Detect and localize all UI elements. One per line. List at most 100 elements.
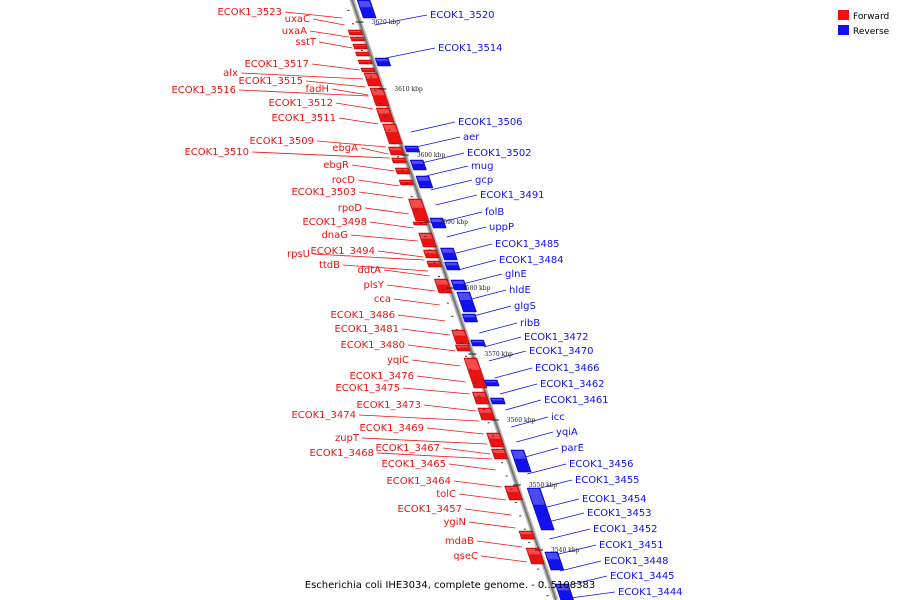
minor-tick bbox=[424, 236, 427, 238]
forward-label-line bbox=[448, 463, 496, 471]
reverse-gene bbox=[450, 279, 468, 291]
reverse-gene bbox=[456, 291, 477, 313]
minor-tick bbox=[496, 448, 499, 450]
gene-highlight bbox=[376, 59, 389, 62]
minor-tick bbox=[478, 395, 481, 397]
forward-gene bbox=[398, 179, 415, 186]
gene-highlight bbox=[371, 89, 385, 96]
reverse-gene-label: ECOK1_3454 bbox=[582, 494, 647, 505]
reverse-label-line bbox=[446, 226, 487, 238]
forward-gene-label: sstT bbox=[296, 37, 317, 48]
forward-gene-label: ECOK1_3468 bbox=[309, 448, 374, 459]
gene-highlight bbox=[392, 159, 405, 160]
forward-gene-label: ECOK1_3457 bbox=[397, 504, 462, 515]
reverse-gene-label: ribB bbox=[520, 318, 540, 329]
reverse-label-line bbox=[511, 416, 549, 428]
forward-gene-label: ECOK1_3480 bbox=[340, 340, 405, 351]
reverse-label-line bbox=[374, 14, 428, 26]
reverse-gene-label: aer bbox=[463, 132, 480, 143]
forward-label-line bbox=[426, 427, 484, 435]
gene-block bbox=[382, 123, 403, 145]
reverse-gene-label: ECOK1_3455 bbox=[575, 475, 640, 486]
forward-gene bbox=[391, 157, 407, 164]
reverse-label-line bbox=[488, 350, 527, 362]
gene-highlight bbox=[435, 280, 449, 285]
forward-gene bbox=[463, 357, 488, 389]
forward-gene-label: ECOK1_3474 bbox=[291, 410, 356, 421]
forward-label-line bbox=[476, 540, 522, 548]
gene-block bbox=[450, 279, 468, 291]
forward-label-line bbox=[238, 89, 369, 97]
forward-gene-label: fadH bbox=[305, 84, 329, 95]
forward-gene-label: ECOK1_3473 bbox=[356, 400, 421, 411]
minor-tick bbox=[351, 23, 354, 25]
forward-gene-label: ECOK1_3467 bbox=[375, 443, 440, 454]
scale-ticks: 3620 kbp 3610 kbp 3600 kbp 3590 kbp 3580 kbp… bbox=[347, 10, 580, 597]
gene-highlight bbox=[451, 281, 465, 284]
reverse-gene bbox=[356, 0, 377, 19]
forward-gene-label: rocD bbox=[332, 175, 356, 186]
forward-label-line bbox=[393, 298, 440, 306]
forward-label-line bbox=[338, 117, 379, 125]
reverse-label-line bbox=[462, 273, 503, 285]
gene-highlight bbox=[353, 45, 366, 46]
gene-block bbox=[391, 157, 407, 164]
gene-highlight bbox=[383, 125, 398, 132]
forward-label-line bbox=[358, 191, 404, 199]
forward-gene-label: ECOK1_3511 bbox=[271, 113, 336, 124]
forward-label-line bbox=[458, 493, 507, 501]
gene-highlight bbox=[519, 532, 532, 535]
forward-gene-label: dnaG bbox=[321, 230, 348, 241]
forward-label-line bbox=[342, 264, 429, 272]
forward-label-line bbox=[464, 508, 512, 516]
forward-gene-label: uxaA bbox=[282, 26, 307, 37]
gene-block bbox=[451, 329, 470, 345]
gene-highlight bbox=[478, 409, 492, 413]
gene-highlight bbox=[545, 553, 560, 560]
minor-tick bbox=[510, 488, 513, 490]
reverse-gene bbox=[440, 247, 458, 261]
gene-highlight bbox=[430, 219, 444, 222]
forward-gene-label: ECOK1_3486 bbox=[330, 310, 395, 321]
reverse-label-line bbox=[565, 575, 608, 587]
reverse-gene-label: ECOK1_3514 bbox=[438, 43, 503, 54]
reverse-gene bbox=[483, 379, 500, 387]
reverse-gene-label: mug bbox=[471, 161, 493, 172]
minor-tick bbox=[501, 462, 504, 464]
reverse-gene-label: ECOK1_3506 bbox=[458, 117, 523, 128]
reverse-label-line bbox=[415, 136, 461, 148]
gene-block bbox=[398, 179, 415, 186]
minor-tick bbox=[528, 542, 531, 543]
gene-highlight bbox=[441, 249, 455, 253]
tick-label: 3620 kbp bbox=[372, 19, 401, 26]
forward-label-line bbox=[480, 555, 528, 563]
gene-highlight bbox=[411, 161, 424, 164]
forward-gene bbox=[349, 36, 366, 42]
forward-label-line bbox=[401, 328, 450, 336]
forward-gene-label: qseC bbox=[453, 551, 478, 562]
forward-gene-label: plsY bbox=[364, 280, 385, 291]
legend-swatch-forward bbox=[838, 10, 849, 20]
minor-tick bbox=[388, 129, 391, 131]
forward-gene-label: ECOK1_3481 bbox=[334, 324, 399, 335]
forward-gene bbox=[491, 448, 509, 460]
forward-gene-label: ECOK1_3494 bbox=[310, 246, 375, 257]
reverse-label-line bbox=[425, 165, 469, 177]
forward-gene bbox=[375, 107, 395, 123]
legend: Forward Reverse bbox=[838, 10, 890, 37]
forward-label-line bbox=[377, 250, 424, 258]
reverse-gene-label: ECOK1_3472 bbox=[524, 332, 589, 343]
reverse-label-line bbox=[494, 367, 533, 379]
reverse-gene bbox=[510, 449, 532, 473]
gene-block bbox=[418, 232, 437, 248]
gene-highlight bbox=[416, 177, 430, 181]
tick-label: 3550 kbp bbox=[529, 482, 558, 489]
forward-gene-label: alx bbox=[223, 68, 238, 79]
minor-tick bbox=[541, 581, 544, 583]
reverse-gene-label: icc bbox=[551, 412, 565, 423]
forward-gene bbox=[382, 123, 403, 145]
forward-label-line bbox=[383, 269, 430, 277]
gene-highlight bbox=[511, 451, 526, 459]
map-caption: Escherichia coli IHE3034, complete genom… bbox=[305, 580, 595, 591]
